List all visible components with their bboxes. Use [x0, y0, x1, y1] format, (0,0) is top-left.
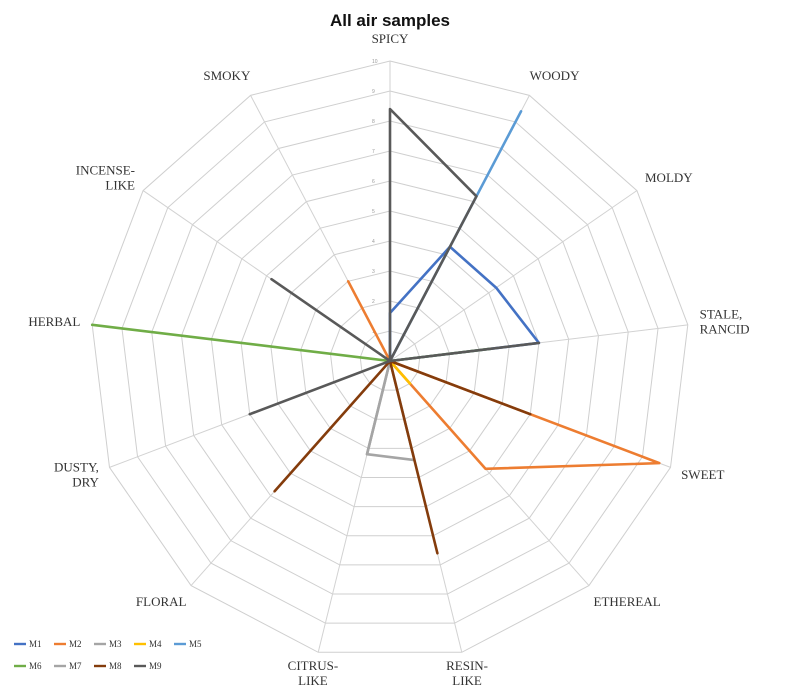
axis-label: DUSTY,	[54, 460, 99, 475]
legend-entry: M5	[174, 639, 202, 649]
legend-label: M9	[149, 661, 162, 671]
series-outline	[273, 359, 532, 555]
series-m2	[346, 280, 661, 471]
legend-entry: M3	[94, 639, 122, 649]
tick-label: 10	[372, 59, 378, 65]
chart-title: All air samples	[330, 11, 450, 30]
axis-label: RANCID	[700, 322, 750, 337]
legend-entry: M1	[14, 639, 42, 649]
series-m8	[273, 359, 532, 555]
series-m3	[365, 359, 416, 462]
legend-entry: M2	[54, 639, 82, 649]
axis-label: SPICY	[372, 31, 409, 46]
axis-label: LIKE	[105, 178, 135, 193]
legend-entry: M4	[134, 639, 162, 649]
axis-label: ETHEREAL	[594, 594, 661, 609]
legend-label: M4	[149, 639, 162, 649]
series-outline	[365, 359, 416, 462]
axis-label: SWEET	[681, 467, 724, 482]
grid-ring	[91, 60, 689, 653]
legend-label: M6	[29, 661, 42, 671]
legend-entry: M9	[134, 661, 162, 671]
axis-label: HERBAL	[28, 314, 80, 329]
axis-label: LIKE	[452, 673, 482, 688]
tick-label: 3	[372, 269, 375, 275]
axis-label: SMOKY	[203, 68, 251, 83]
axis-label: STALE,	[700, 307, 743, 322]
legend: M1 M2 M3 M4 M5 M6 M7 M8 M9	[14, 639, 202, 671]
series-outline	[365, 359, 392, 456]
series-m1	[388, 245, 541, 363]
legend-entry: M7	[54, 661, 82, 671]
grid-ring	[181, 150, 599, 566]
axis-label: MOLDY	[645, 170, 693, 185]
axis-label: FLORAL	[136, 594, 187, 609]
data-series	[90, 107, 661, 555]
series-outline	[388, 359, 412, 385]
axis-labels: SPICY WOODY MOLDY STALE,RANCID SWEET ETHEREAL…	[28, 31, 749, 688]
series-m4	[388, 359, 412, 385]
grid-ring	[359, 330, 421, 391]
tick-label: 6	[372, 179, 375, 185]
grid-ring	[300, 270, 480, 449]
axis-label: WOODY	[530, 68, 580, 83]
legend-entry: M6	[14, 661, 42, 671]
legend-label: M8	[109, 661, 122, 671]
series-outline	[248, 107, 541, 416]
grid-ring	[329, 300, 451, 420]
grid-ring	[210, 180, 570, 537]
grid-ring	[121, 90, 659, 624]
axis-label: INCENSE-	[76, 163, 135, 178]
series-outline	[388, 245, 541, 363]
legend-label: M1	[29, 639, 42, 649]
grid-ring	[270, 240, 510, 479]
series-m7	[365, 359, 392, 456]
tick-label: 8	[372, 119, 375, 125]
radar-grid	[91, 60, 689, 653]
grid-ring	[240, 210, 540, 508]
legend-entry: M8	[94, 661, 122, 671]
axis-label: LIKE	[298, 673, 328, 688]
legend-label: M3	[109, 639, 122, 649]
legend-label: M5	[189, 639, 202, 649]
grid-ring	[151, 120, 629, 595]
series-m9	[248, 107, 541, 416]
legend-label: M2	[69, 639, 82, 649]
tick-label: 7	[372, 149, 375, 155]
tick-label: 2	[372, 299, 375, 305]
axis-label: CITRUS-	[288, 658, 339, 673]
tick-label: 5	[372, 209, 375, 215]
tick-label: 9	[372, 89, 375, 95]
axis-label: RESIN-	[446, 658, 488, 673]
axis-spoke	[389, 190, 638, 362]
legend-label: M7	[69, 661, 82, 671]
series-outline	[346, 280, 661, 471]
axis-label: DRY	[72, 475, 99, 490]
tick-label: 4	[372, 239, 375, 245]
